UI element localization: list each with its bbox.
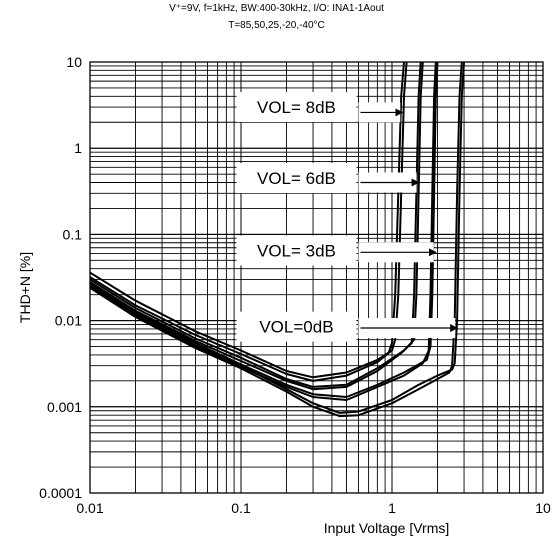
annotation-group: VOL= 8dB VOL= 6dB VOL= 3dB VOL=0dB: [236, 92, 459, 342]
chart-subtitle: T=85,50,25,-20,-40°C: [228, 20, 325, 31]
series-line-6: [90, 62, 465, 414]
series-line-3: [90, 62, 422, 391]
series-line-5: [90, 62, 437, 401]
x-tick-label: 0.01: [76, 500, 103, 516]
x-tick-labels: 0.01 0.1 1 10: [76, 500, 551, 516]
series-group: [90, 62, 465, 418]
callout-box: [236, 311, 357, 342]
callout-label: VOL= 3dB: [257, 242, 336, 261]
series-line-1: [90, 62, 405, 382]
y-tick-labels: 0.0001 0.001 0.01 0.1 1 10: [39, 54, 82, 501]
callout-box: [236, 92, 357, 123]
y-axis-label: THD+N [%]: [17, 252, 33, 323]
y-tick-label: 0.1: [63, 226, 83, 242]
x-tick-label: 0.1: [231, 500, 251, 516]
y-tick-label: 1: [74, 140, 82, 156]
plot-frame: [89, 61, 544, 494]
series-line-7: [90, 62, 463, 418]
series-line-2: [90, 62, 424, 388]
callout-label: VOL= 6dB: [257, 169, 336, 188]
callout-label: VOL=0dB: [259, 318, 333, 337]
x-axis-label: Input Voltage [Vrms]: [324, 520, 450, 536]
callout-box: [236, 235, 357, 266]
y-tick-label: 0.0001: [39, 485, 82, 501]
y-tick-label: 0.001: [47, 399, 82, 415]
series-line-0: [90, 62, 408, 379]
callout-box: [236, 163, 357, 194]
y-tick-label: 10: [66, 54, 82, 70]
series-line-4: [90, 62, 439, 398]
x-tick-label: 1: [388, 500, 396, 516]
y-tick-label: 0.01: [55, 313, 82, 329]
grid: [89, 61, 544, 494]
chart-title: V⁺=9V, f=1kHz, BW:400-30kHz, I/O: INA1-1…: [169, 3, 384, 14]
x-tick-label: 10: [535, 500, 551, 516]
callout-label: VOL= 8dB: [257, 98, 336, 117]
